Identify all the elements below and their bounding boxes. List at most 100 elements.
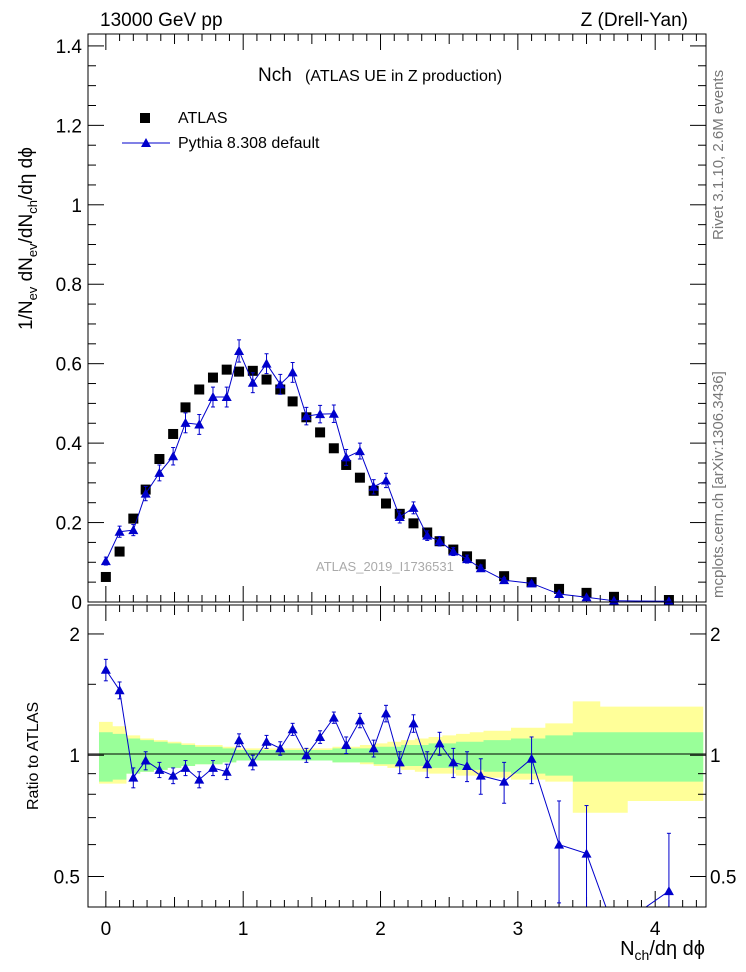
- pythia-point: [328, 408, 339, 418]
- pythia-point: [315, 409, 326, 419]
- atlas-data-point: [100, 571, 111, 582]
- main-ytick-label: 1: [71, 196, 82, 217]
- pythia-point: [554, 589, 565, 599]
- ratio-pythia-point: [168, 770, 179, 780]
- side-label-mcplots: mcplots.cern.ch [arXiv:1306.3436]: [710, 371, 727, 598]
- ratio-pythia-point: [448, 757, 459, 767]
- pythia-point: [168, 451, 179, 461]
- atlas-data-point: [381, 498, 392, 509]
- pythia-point: [234, 345, 245, 355]
- main-ytick-label: 1.2: [56, 116, 82, 137]
- pythia-point: [581, 592, 592, 602]
- ratio-pythia-point: [394, 757, 405, 767]
- ratio-pythia-point: [287, 724, 298, 734]
- atlas-data-point: [234, 366, 245, 377]
- ratio-panel: 0.5 0.5 1 1 2 2 0 1 2 3 4 Ratio to ATLAS Nch/dη dϕ: [25, 604, 736, 963]
- legend: ATLAS Pythia 8.308 default: [122, 110, 320, 152]
- ratio-pythia-point: [328, 712, 339, 722]
- main-ticks: 0 0.2 0.4 0.6 0.8 1 1.2 1.4: [56, 34, 706, 614]
- atlas-data-point: [354, 472, 365, 483]
- ratio-pythia-point: [526, 753, 537, 763]
- atlas-data-point: [328, 443, 339, 454]
- ratio-pythia-point: [422, 759, 433, 769]
- ratio-pythia-point: [140, 755, 151, 765]
- header-right: Z (Drell-Yan): [581, 10, 688, 31]
- atlas-data-point: [114, 546, 125, 557]
- pythia-point: [140, 488, 151, 498]
- ratio-ticks: 0.5 0.5 1 1 2 2 0 1 2 3 4: [54, 605, 736, 940]
- pythia-point: [608, 595, 619, 605]
- pythia-point: [341, 452, 352, 462]
- pythia-point: [368, 481, 379, 491]
- atlas-data-point: [194, 384, 205, 395]
- ratio-panel-frame: [87, 604, 707, 908]
- ratio-ytick-label-right: 1: [710, 746, 721, 767]
- pythia-point: [207, 392, 218, 402]
- ratio-pythia-point: [301, 750, 312, 760]
- xtick-label: 2: [375, 919, 386, 940]
- ratio-pythia-point: [114, 685, 125, 695]
- main-ylabel: 1/Nev dNev/dNch/dη dϕ: [16, 147, 40, 330]
- ratio-ytick-label: 1: [69, 746, 80, 767]
- ratio-pythia-point: [247, 757, 258, 767]
- pythia-point: [422, 530, 433, 540]
- pythia-point: [221, 392, 232, 402]
- pythia-point: [247, 377, 258, 387]
- ratio-pythia-point: [554, 839, 565, 849]
- ratio-pythia-point: [128, 772, 139, 782]
- ratio-ytick-label: 0.5: [54, 867, 80, 888]
- pythia-point: [462, 554, 473, 564]
- ratio-pythia-point: [207, 762, 218, 772]
- pythia-point: [526, 578, 537, 588]
- pythia-point: [663, 596, 674, 606]
- ratio-ytick-label-right: 0.5: [710, 867, 736, 888]
- ratio-ytick-label: 2: [69, 625, 80, 646]
- legend-mc-marker: [141, 138, 151, 147]
- pythia-point: [128, 525, 139, 535]
- main-ytick-label: 0: [71, 593, 82, 614]
- ratio-ytick-label-right: 2: [710, 625, 721, 646]
- ratio-series-layer: [100, 658, 674, 908]
- atlas-data-point: [207, 372, 218, 383]
- ratio-pythia-point: [154, 764, 165, 774]
- pythia-point: [434, 536, 445, 546]
- plot-title-main: Nch: [258, 65, 292, 86]
- main-ytick-label: 1.4: [56, 37, 83, 58]
- xtick-label: 4: [650, 919, 661, 940]
- ratio-pythia-point: [354, 715, 365, 725]
- side-label-rivet: Rivet 3.1.10, 2.6M events: [710, 70, 727, 240]
- atlas-data-point: [287, 396, 298, 407]
- atlas-data-point: [315, 427, 326, 438]
- ratio-pythia-point: [315, 731, 326, 741]
- plot-title-sub: (ATLAS UE in Z production): [305, 68, 502, 85]
- ratio-pythia-point: [261, 736, 272, 746]
- ratio-pythia-point: [275, 743, 286, 753]
- xtick-label: 0: [101, 919, 112, 940]
- main-ytick-label: 0.4: [56, 434, 83, 455]
- ratio-pythia-point: [381, 708, 392, 718]
- ratio-ylabel: Ratio to ATLAS: [25, 702, 42, 810]
- main-ytick-label: 0.8: [56, 275, 82, 296]
- legend-data-marker: [140, 113, 150, 123]
- legend-data-label: ATLAS: [178, 110, 228, 127]
- main-series-layer: [100, 339, 674, 606]
- main-panel: 0 0.2 0.4 0.6 0.8 1 1.2 1.4 Nch (ATLAS UE in Z …: [16, 33, 707, 614]
- main-ytick-label: 0.2: [56, 514, 82, 535]
- ratio-pythia-point: [434, 738, 445, 748]
- pythia-point: [194, 419, 205, 429]
- main-panel-frame: [87, 33, 707, 603]
- pythia-point: [114, 526, 125, 536]
- atlas-data-point: [154, 454, 165, 465]
- ratio-pythia-point: [341, 740, 352, 750]
- xtick-label: 1: [238, 919, 249, 940]
- ratio-pythia-point: [581, 848, 592, 858]
- pythia-point: [180, 417, 191, 427]
- atlas-data-point: [168, 428, 179, 439]
- atlas-data-point: [221, 364, 232, 375]
- pythia-point: [499, 575, 510, 585]
- ratio-xlabel: Nch/dη dϕ: [620, 938, 705, 963]
- pythia-point: [275, 379, 286, 389]
- ratio-pythia-point: [180, 762, 191, 772]
- atlas-data-point: [408, 518, 419, 529]
